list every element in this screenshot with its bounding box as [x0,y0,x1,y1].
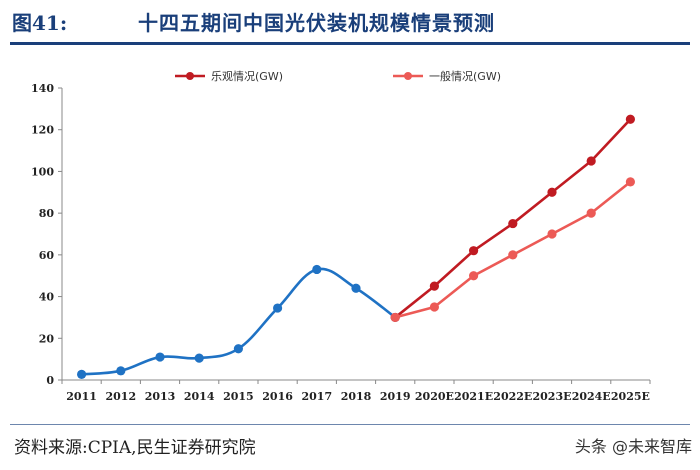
source-note: 资料来源:CPIA,民生证券研究院 [14,438,256,458]
legend-swatch-marker [186,72,194,80]
y-tick-label: 80 [39,207,55,220]
data-point [429,281,439,291]
series-line [394,180,632,319]
x-tick-label: 2011 [66,390,97,403]
figure-header: 图41: 十四五期间中国光伏装机规模情景预测 [0,0,700,40]
y-tick-label: 100 [31,165,54,178]
x-tick-label: 2012 [105,390,136,403]
x-tick-label: 2018 [341,390,372,403]
legend: 乐观情况(GW) 一般情况(GW) [175,70,501,83]
figure-title: 十四五期间中国光伏装机规模情景预测 [138,11,495,35]
header-divider [10,42,690,45]
legend-swatch-marker [404,72,412,80]
data-point [390,312,400,323]
data-point [469,271,479,281]
x-tick-label: 2015 [223,390,254,403]
y-tick-label: 140 [31,82,54,95]
series-line [81,267,396,376]
axes: 0 20 40 60 80 100 120 140 2011 2012 2013 2014 2015 20… [31,82,651,403]
figure-label: 图41: [12,11,68,35]
legend-item: 一般情况(GW) [393,70,501,83]
x-tick-label: 2017 [301,390,332,403]
data-point [233,344,243,354]
series-2 [390,177,636,323]
data-point [77,369,87,379]
data-point [273,303,283,313]
x-tick-label: 2016 [262,390,293,403]
y-tick-label: 40 [39,291,55,304]
x-tick-label: 2023E [533,390,572,403]
series-0 [77,264,400,379]
data-point [586,156,596,166]
x-tick-label: 2022E [493,390,532,403]
x-tick-label: 2025E [611,390,650,403]
y-tick-label: 60 [39,249,55,262]
data-point [429,302,439,312]
data-point [625,114,636,124]
data-point [194,353,204,363]
chart-container: 0 20 40 60 80 100 120 140 2011 2012 2013 2014 2015 20… [0,48,700,418]
watermark: 头条 @未来智库 [574,433,692,457]
series-layer [77,114,636,379]
footer-divider [10,424,690,425]
data-point [312,264,322,275]
y-tick-label: 0 [46,374,54,387]
data-point [508,250,518,260]
watermark-text: 头条 @未来智库 [574,437,692,456]
y-tick-label: 20 [39,332,55,345]
data-point [155,352,165,362]
data-point [547,229,557,239]
data-point [625,177,636,187]
legend-label: 乐观情况(GW) [211,70,283,83]
data-point [469,246,479,256]
line-chart: 0 20 40 60 80 100 120 140 2011 2012 2013 2014 2015 20… [31,70,651,403]
data-point [586,208,596,218]
data-point [508,218,518,229]
y-tick-label: 120 [31,124,54,137]
series-1 [390,114,636,323]
x-tick-label: 2014 [184,390,215,403]
x-tick-label: 2020E [415,390,454,403]
data-point [547,187,557,197]
legend-item: 乐观情况(GW) [175,70,283,83]
x-tick-label: 2024E [572,390,611,403]
x-tick-label: 2013 [145,390,176,403]
x-tick-label: 2019 [380,390,411,403]
legend-label: 一般情况(GW) [429,70,501,83]
data-point [351,283,361,293]
data-point [116,366,126,376]
x-tick-label: 2021E [454,390,493,403]
